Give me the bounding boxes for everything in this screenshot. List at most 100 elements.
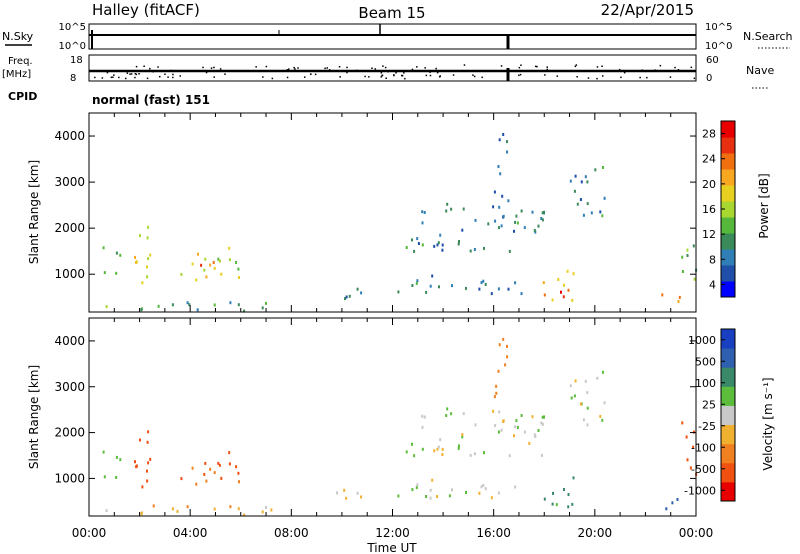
radar-cell [146, 469, 148, 473]
radar-cell [261, 306, 264, 310]
nave-point [126, 72, 129, 74]
nave-point [118, 76, 120, 79]
radar-cell [469, 249, 472, 253]
nave-point [401, 75, 404, 77]
radar-cell [425, 495, 428, 498]
colorbar-swatch [721, 169, 735, 186]
radar-cell [513, 229, 515, 233]
radar-cell [462, 412, 465, 416]
radar-cell [345, 295, 348, 299]
radar-cell [243, 309, 246, 313]
nave-point [330, 70, 332, 73]
nave-point [463, 64, 466, 66]
radar-cell [147, 225, 150, 229]
radar-cell [493, 190, 496, 194]
radar-cell [584, 379, 587, 383]
nave-point [339, 76, 341, 78]
radar-cell [540, 421, 543, 425]
velocity-cells [102, 337, 698, 517]
radar-cell [599, 210, 602, 214]
radar-cell [487, 222, 490, 226]
nsky-tick-top: 10^5 [59, 22, 86, 33]
radar-cell [557, 278, 560, 281]
nave-point [587, 77, 590, 79]
nave-point [146, 77, 149, 80]
nave-point [429, 71, 431, 73]
radar-cell [421, 243, 424, 247]
radar-cell [212, 261, 215, 264]
nave-point [138, 73, 140, 75]
radar-cell [416, 237, 419, 241]
radar-cell [574, 379, 577, 383]
radar-cell [146, 275, 149, 279]
radar-cell [541, 211, 544, 215]
nave-tick-top: 60 [706, 55, 719, 66]
colorbar-swatch [721, 405, 735, 425]
radar-cell [551, 502, 554, 506]
radar-cell [140, 308, 143, 312]
radar-cell [147, 257, 150, 261]
nave-point [620, 76, 622, 79]
radar-cell [360, 291, 363, 295]
radar-cell [229, 505, 232, 509]
nsearch-tick-bottom: 10^0 [705, 41, 732, 52]
radar-cell [235, 465, 238, 469]
beam-title: Beam 15 [358, 4, 425, 22]
radar-cell [520, 209, 523, 213]
radar-cell [405, 450, 408, 454]
radar-cell [139, 438, 141, 442]
radar-cell [204, 461, 207, 465]
radar-cell [213, 303, 216, 307]
radar-cell [344, 297, 346, 301]
station-title: Halley (fitACF) [92, 1, 200, 19]
radar-cell [356, 287, 359, 291]
radar-cell [602, 370, 604, 374]
radar-cell [429, 496, 432, 500]
nave-point [472, 74, 474, 76]
radar-cell [573, 189, 576, 193]
nave-point [690, 66, 693, 69]
radar-cell [441, 447, 444, 451]
nave-point [304, 76, 306, 78]
nave-point [380, 72, 383, 74]
radar-cell [135, 464, 138, 468]
nave-point [324, 67, 326, 70]
power-axes: 1000 2000 3000 4000 [54, 113, 697, 312]
radar-cell [345, 496, 348, 500]
radar-cell [115, 455, 118, 459]
radar-cell [492, 409, 495, 413]
radar-cell [474, 218, 477, 222]
nave-point [222, 70, 224, 72]
y-tick-label: 2000 [54, 221, 85, 235]
radar-cell [603, 401, 606, 405]
radar-cell [586, 406, 589, 410]
radar-cell [238, 480, 240, 484]
colorbar-swatch [721, 201, 735, 218]
nave-point [143, 65, 145, 67]
radar-cell [421, 447, 424, 451]
radar-cell [514, 485, 517, 489]
radar-cell [237, 471, 240, 475]
nave-point [346, 66, 348, 69]
radar-cell [191, 262, 194, 266]
nave-point [179, 75, 181, 77]
radar-cell [494, 424, 497, 428]
radar-cell [205, 275, 208, 279]
radar-cell [497, 165, 500, 168]
colorbar-tick-label: -1000 [684, 484, 716, 497]
radar-cell [484, 283, 487, 286]
radar-cell [523, 226, 526, 230]
radar-cell [586, 423, 589, 427]
radar-cell [465, 286, 467, 290]
colorbar-swatch [721, 329, 735, 349]
radar-cell [436, 243, 439, 247]
radar-cell [689, 466, 692, 470]
radar-cell [149, 457, 152, 461]
nave-point [384, 66, 387, 69]
radar-cell [429, 488, 432, 492]
colorbar-tick-label: 24 [702, 153, 716, 166]
radar-cell [146, 265, 148, 269]
radar-cell [543, 293, 546, 297]
radar-cell [147, 461, 150, 465]
nave-point [639, 76, 641, 79]
